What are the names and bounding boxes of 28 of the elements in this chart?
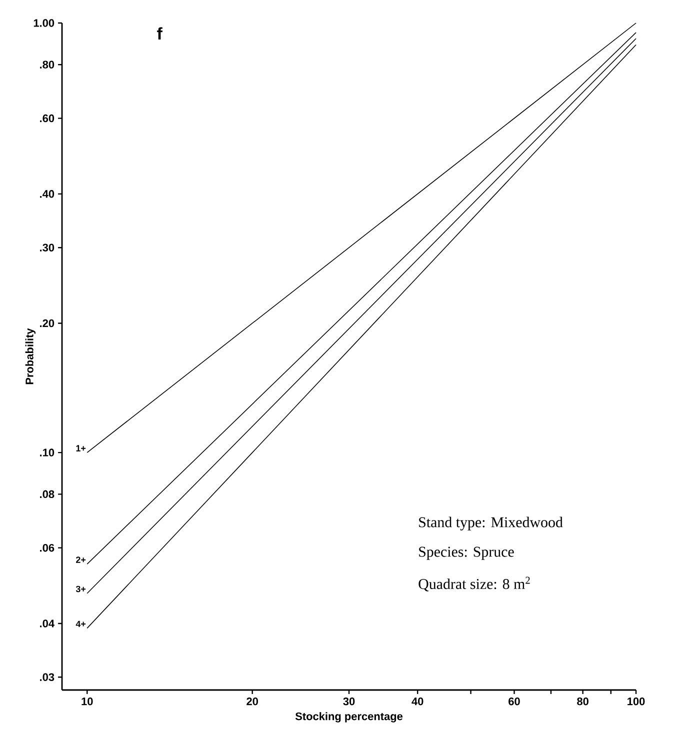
x-tick-label: 100 xyxy=(628,698,645,706)
series-label: 1+ xyxy=(76,445,86,452)
y-tick-label: .10 xyxy=(40,448,54,456)
y-tick-label: .80 xyxy=(40,60,54,69)
y-tick-label: .20 xyxy=(40,319,54,328)
x-axis-title: Stocking percentage xyxy=(295,712,403,722)
y-tick-label: .60 xyxy=(40,114,54,122)
series-label: 3+ xyxy=(76,586,86,592)
y-axis-title: Probability xyxy=(25,328,36,384)
x-tick-label: 60 xyxy=(508,698,520,706)
x-tick-label: 10 xyxy=(82,698,93,706)
x-tick-label: 20 xyxy=(246,698,258,706)
y-tick-label: .40 xyxy=(40,190,54,198)
x-tick-label: 80 xyxy=(577,698,588,706)
y-tick-label: .30 xyxy=(40,244,54,252)
x-tick-label: 30 xyxy=(343,698,355,706)
annotation: Stand type: Mixedwood xyxy=(419,516,563,530)
y-tick-label: 1.00 xyxy=(34,19,54,27)
x-tick-label: 40 xyxy=(412,698,424,706)
annotation: Quadrat size: 8 m$^{2}$ xyxy=(418,576,530,592)
y-tick-label: .04 xyxy=(40,620,54,628)
chart-title: f xyxy=(157,27,162,40)
series-label: 2+ xyxy=(76,556,86,563)
y-tick-label: .06 xyxy=(40,544,54,552)
y-tick-label: .08 xyxy=(40,490,54,498)
y-tick-label: .03 xyxy=(40,673,54,682)
annotation: Species: Spruce xyxy=(419,546,514,560)
series-label: 4+ xyxy=(76,620,86,627)
